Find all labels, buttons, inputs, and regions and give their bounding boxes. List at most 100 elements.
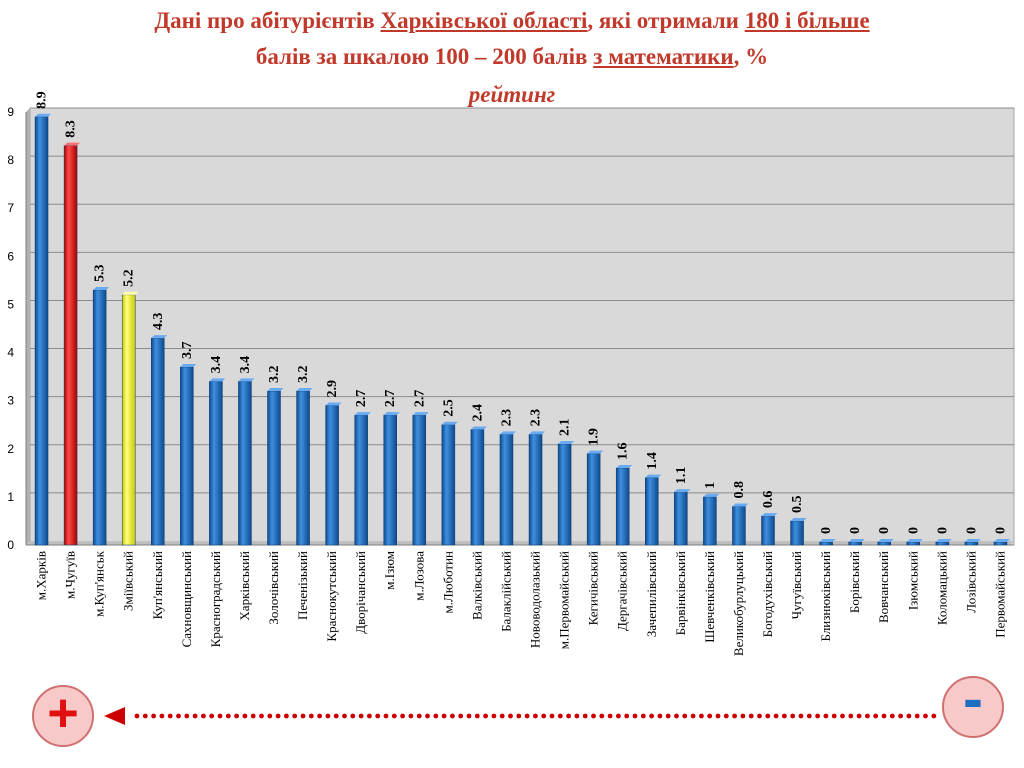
arrow-dot — [549, 713, 555, 719]
data-label: 1.4 — [645, 452, 660, 470]
data-label: 8.3 — [64, 120, 79, 138]
bar-8 — [238, 381, 252, 546]
arrow-dot — [250, 713, 256, 719]
y-tick-label: 7 — [7, 201, 14, 215]
data-label: 0.8 — [732, 481, 747, 499]
data-label: 0 — [906, 527, 921, 534]
arrow-dot — [599, 713, 605, 719]
title-part: , які отримали — [587, 8, 745, 33]
data-label: 5.3 — [93, 265, 108, 283]
bar-top-29 — [848, 539, 865, 542]
arrow-dot — [906, 713, 912, 719]
arrow-dot — [591, 713, 596, 719]
y-tick-label: 9 — [7, 105, 14, 119]
arrow-dot — [923, 713, 928, 719]
arrow-dot — [167, 713, 173, 719]
data-label: 3.7 — [180, 341, 195, 359]
arrow-dot — [466, 713, 472, 719]
arrow-dot — [557, 713, 563, 719]
arrow-dot — [707, 713, 713, 719]
data-label: 0 — [935, 527, 950, 534]
x-tick-label: Краснокутський — [324, 551, 339, 642]
x-tick-label: Золочівський — [266, 551, 281, 625]
arrow-dot — [657, 713, 663, 719]
x-tick-label: Печенізький — [295, 551, 310, 620]
arrow-dot — [508, 713, 513, 719]
arrow-dot — [209, 713, 215, 719]
arrow-dot — [574, 713, 580, 719]
direction-arrow — [104, 707, 937, 725]
arrow-dot — [682, 713, 688, 719]
arrow-dot — [898, 713, 903, 719]
arrow-dot — [367, 713, 372, 719]
arrow-dot — [408, 713, 414, 719]
arrow-dot — [300, 713, 306, 719]
data-label: 3.2 — [296, 366, 311, 384]
arrow-dot — [267, 713, 273, 719]
arrow-dot — [325, 713, 331, 719]
arrow-dot — [317, 713, 322, 719]
data-label: 2.7 — [383, 390, 398, 408]
title-threshold: 180 і більше — [744, 8, 870, 33]
x-tick-label: Коломацький — [934, 551, 949, 625]
title-subject: з математики — [593, 44, 734, 69]
arrow-dot — [358, 713, 364, 719]
bar-top-22 — [645, 474, 662, 478]
arrow-dot — [624, 713, 630, 719]
arrow-dot — [217, 713, 223, 719]
arrow-dot — [292, 713, 298, 719]
bar-top-9 — [267, 388, 284, 392]
data-label: 2.5 — [441, 399, 456, 417]
title-part: балів за шкалою 100 – 200 балів — [255, 44, 594, 69]
arrow-dot — [823, 713, 829, 719]
bar-4 — [121, 294, 136, 546]
arrow-dot — [242, 713, 248, 719]
data-label: 4.3 — [151, 313, 166, 331]
data-label: 3.2 — [267, 366, 282, 384]
data-label: 2.1 — [558, 418, 573, 436]
arrow-dot — [914, 713, 920, 719]
arrow-dot — [889, 713, 895, 719]
data-label: 1 — [703, 482, 718, 489]
arrow-dot — [865, 713, 870, 719]
bar-top-18 — [529, 431, 546, 435]
bar-15 — [441, 424, 456, 546]
arrow-dot — [640, 713, 646, 719]
arrow-dot — [433, 713, 439, 719]
bar-top-6 — [180, 363, 197, 367]
bar-top-33 — [964, 539, 981, 542]
data-label: 8.9 — [35, 91, 50, 109]
arrow-dot — [782, 713, 787, 719]
bar-16 — [470, 429, 485, 546]
data-label: 0 — [877, 527, 892, 534]
arrow-dot — [516, 713, 522, 719]
y-tick-label: 5 — [7, 297, 14, 311]
arrow-dot — [632, 713, 638, 719]
bar-19 — [557, 443, 572, 546]
arrow-dot — [391, 713, 397, 719]
bar-33 — [964, 541, 979, 546]
bar-17 — [499, 434, 514, 546]
data-label: 1.9 — [587, 428, 602, 446]
bar-3 — [92, 289, 107, 546]
bar-top-34 — [993, 539, 1010, 542]
arrow-dot — [383, 713, 389, 719]
bar-top-26 — [761, 513, 778, 517]
arrow-dot — [790, 713, 796, 719]
arrow-dot — [134, 713, 140, 719]
bar-31 — [906, 541, 921, 546]
x-tick-label: Барвінківський — [673, 551, 688, 635]
arrow-dot — [151, 713, 157, 719]
bar-5 — [151, 337, 165, 546]
y-tick-label: 3 — [7, 394, 14, 408]
bar-top-20 — [587, 450, 604, 454]
x-tick-label: Дворічанський — [353, 551, 368, 634]
arrow-dot — [765, 713, 771, 719]
arrow-dot — [815, 713, 820, 719]
arrow-dot — [748, 713, 754, 719]
y-tick-label: 4 — [7, 346, 14, 360]
bar-1 — [34, 116, 49, 546]
bar-23 — [674, 491, 688, 546]
arrow-dot — [483, 713, 488, 719]
data-label: 2.4 — [470, 404, 485, 422]
